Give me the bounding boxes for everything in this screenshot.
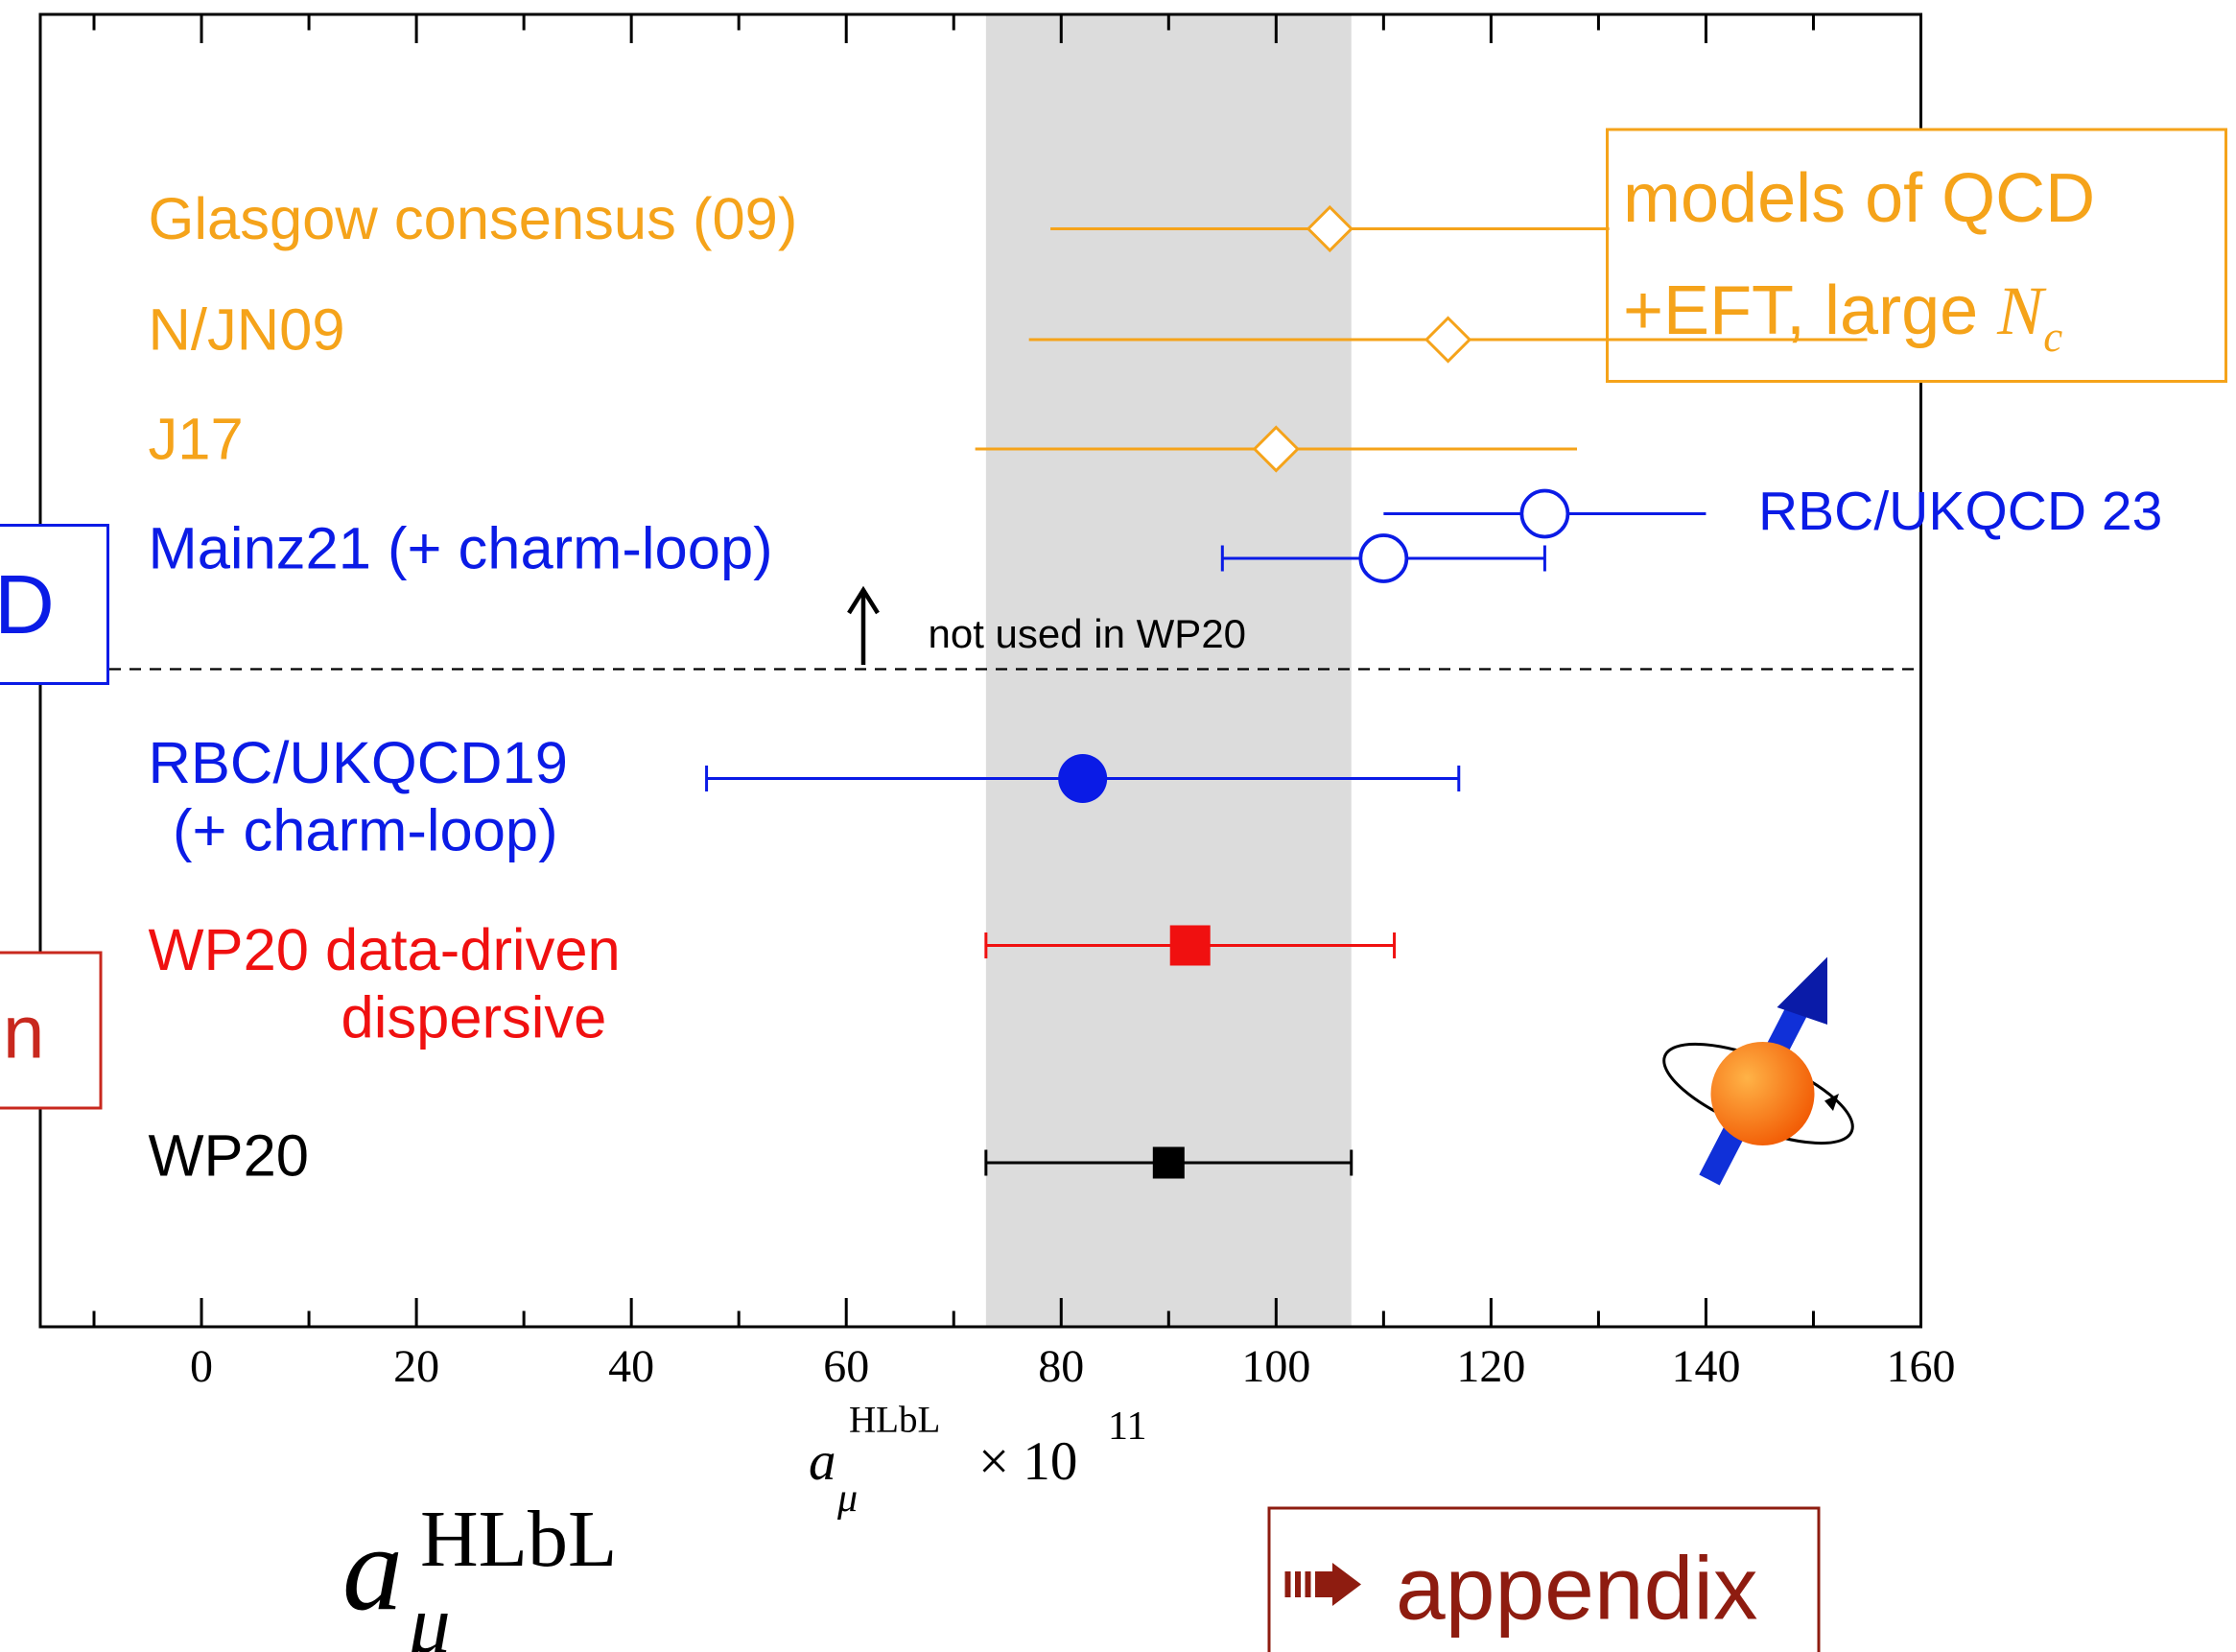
row: Glasgow consensus (09) — [149, 186, 1610, 252]
row-label: RBC/UKQCD 23 — [1758, 481, 2162, 542]
marker — [1521, 491, 1567, 537]
marker — [1360, 535, 1406, 581]
x-axis-label-exp: 11 — [1108, 1404, 1146, 1449]
row: J17 — [149, 406, 1578, 472]
big-symbol-sub: μ — [408, 1577, 451, 1652]
x-axis-label-suffix: × 10 — [978, 1431, 1077, 1492]
x-axis-label: a — [809, 1431, 836, 1492]
marker — [1058, 754, 1107, 803]
page: {"chart_data": { "type": "errorbar", "ba… — [0, 0, 2236, 1652]
row-label: dispersive — [341, 984, 607, 1050]
model-box-symbol: N — [1996, 272, 2047, 349]
big-symbol-sup: HLbL — [420, 1495, 617, 1584]
x-tick-label: 140 — [1671, 1341, 1740, 1392]
x-tick-label: 160 — [1887, 1341, 1956, 1392]
x-tick-label: 100 — [1241, 1341, 1310, 1392]
chart: not used in WP20 models of QCD +EFT, lar… — [0, 0, 2236, 1652]
row: RBC/UKQCD 23 — [1383, 481, 2162, 542]
model-box-text: +EFT, large — [1623, 272, 1997, 349]
model-box-line: models of QCD — [1623, 160, 2095, 237]
appendix: appendix — [1396, 1539, 1758, 1639]
x-tick-label: 120 — [1456, 1341, 1525, 1392]
model-box-line: +EFT, large Nc — [1623, 272, 2062, 361]
annotation: not used in WP20 — [929, 611, 1247, 656]
row-label: N/JN09 — [149, 296, 345, 363]
row-label: J17 — [149, 406, 244, 472]
row-label: RBC/UKQCD19 — [149, 730, 568, 796]
marker — [1426, 319, 1470, 362]
x-tick-label: 40 — [608, 1341, 654, 1392]
x-axis-label-sup: HLbL — [849, 1400, 940, 1441]
x-tick-label: 20 — [393, 1341, 439, 1392]
row-label: Glasgow consensus (09) — [149, 186, 798, 252]
row-label: (+ charm-loop) — [173, 797, 558, 863]
left-box-text: D — [0, 558, 55, 651]
row-label: WP20 data-driven — [149, 917, 621, 983]
marker — [1170, 926, 1211, 966]
row-label: WP20 — [149, 1122, 309, 1189]
model-box-sub: c — [2043, 313, 2062, 361]
x-axis-label-sub: μ — [836, 1476, 858, 1521]
band — [986, 14, 1352, 1327]
big-symbol: a — [342, 1502, 403, 1636]
muon-icon — [1652, 957, 1865, 1181]
marker — [1153, 1147, 1185, 1179]
row-label: Mainz21 (+ charm-loop) — [149, 515, 773, 581]
left-box-text: n — [3, 990, 44, 1074]
x-tick-label: 60 — [823, 1341, 869, 1392]
x-tick-label: 80 — [1038, 1341, 1084, 1392]
x-tick-label: 0 — [190, 1341, 213, 1392]
